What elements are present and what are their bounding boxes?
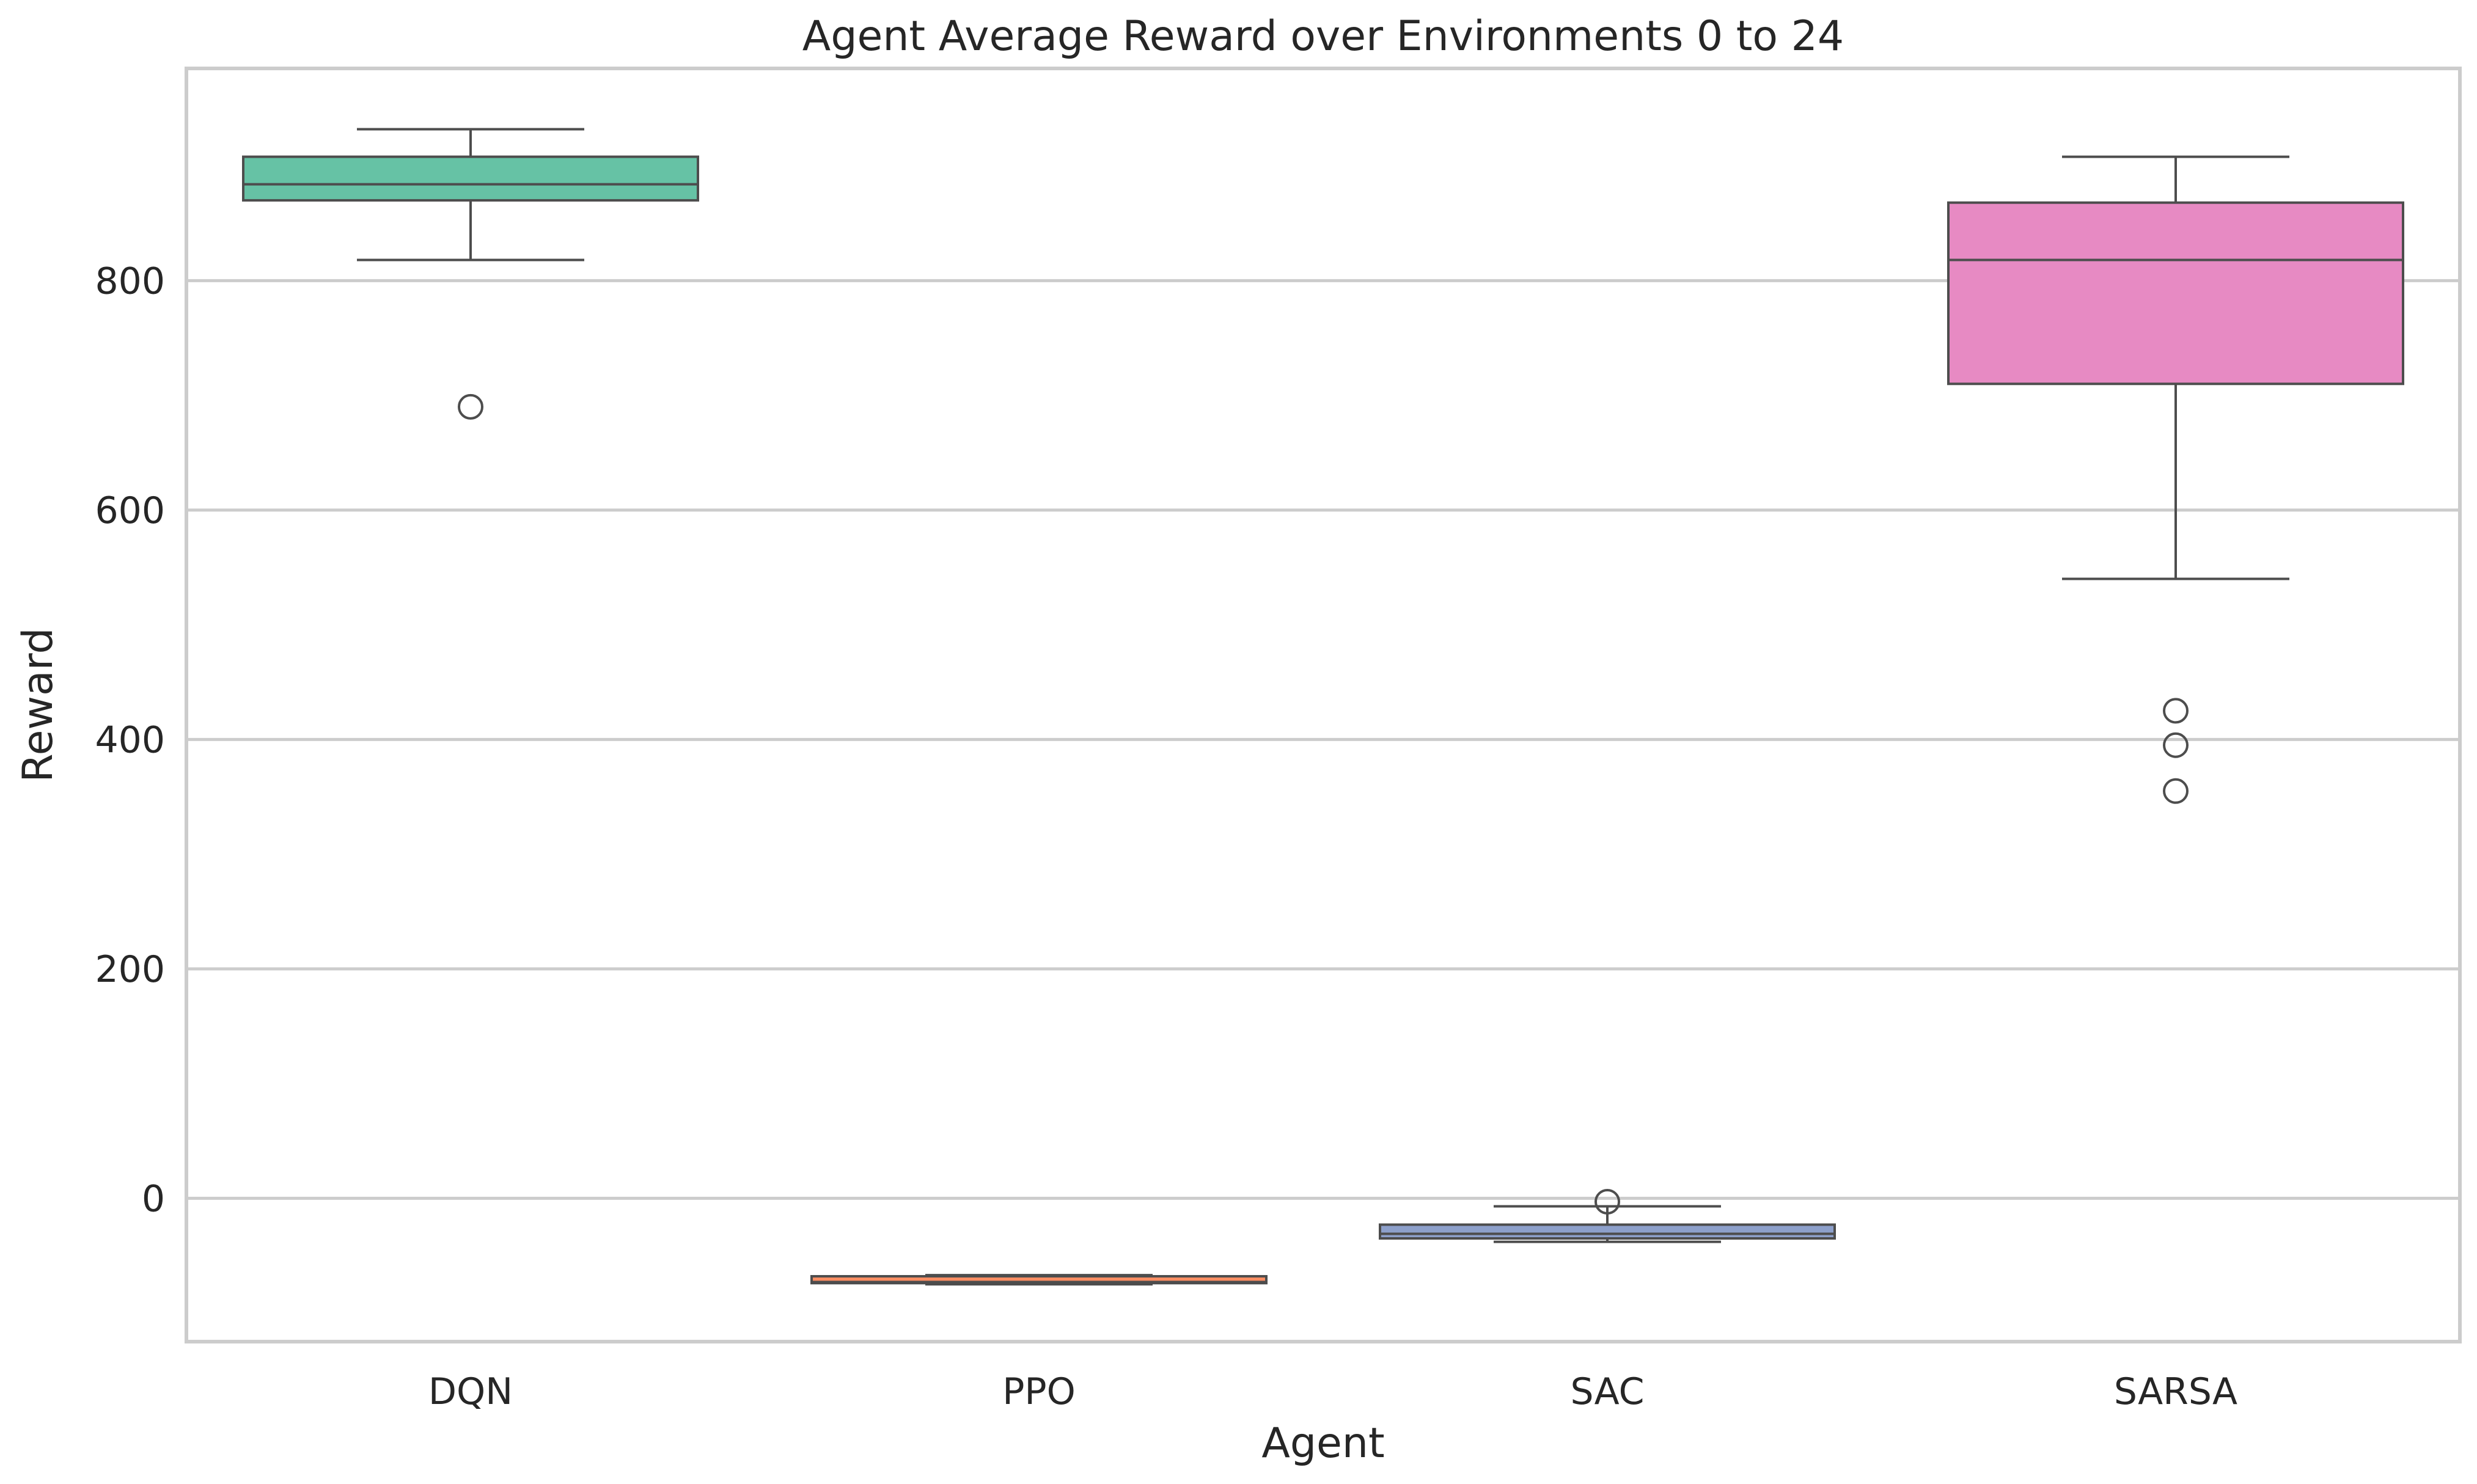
y-tick-label-600: 600: [95, 489, 165, 532]
outlier-dqn-0: [458, 393, 483, 420]
y-tick-label-0: 0: [142, 1177, 165, 1220]
x-tick-labels: DQN PPO SAC SARSA: [428, 1370, 2237, 1413]
outlier-sarsa-0: [2163, 698, 2189, 724]
y-tick-label-200: 200: [95, 948, 165, 991]
chart-title: Agent Average Reward over Environments 0…: [802, 12, 1844, 60]
x-tick-label-dqn: DQN: [428, 1370, 513, 1413]
box-sac: [1379, 1188, 1836, 1243]
box-plots: [242, 128, 2404, 1286]
y-tick-labels: 0 200 400 600 800: [95, 260, 165, 1220]
plot-frame: [185, 67, 2462, 1343]
y-tick-label-400: 400: [95, 718, 165, 761]
x-tick-label-sarsa: SARSA: [2114, 1370, 2237, 1413]
x-tick-label-ppo: PPO: [1002, 1370, 1076, 1413]
box-ppo: [810, 1274, 1268, 1286]
box-dqn: [242, 128, 699, 420]
iqr-box-sarsa: [1947, 201, 2404, 386]
outlier-sarsa-2: [2163, 778, 2189, 804]
y-axis-label: Reward: [14, 627, 62, 782]
x-axis-label: Agent: [1261, 1419, 1384, 1468]
x-tick-label-sac: SAC: [1570, 1370, 1644, 1413]
outlier-sarsa-1: [2163, 732, 2189, 758]
iqr-box-sac: [1379, 1223, 1836, 1240]
iqr-box-dqn: [242, 155, 699, 202]
outlier-sac-0: [1594, 1188, 1620, 1215]
grid-lines: [186, 279, 2460, 1200]
box-sarsa: [1947, 155, 2404, 804]
y-tick-label-800: 800: [95, 260, 165, 302]
